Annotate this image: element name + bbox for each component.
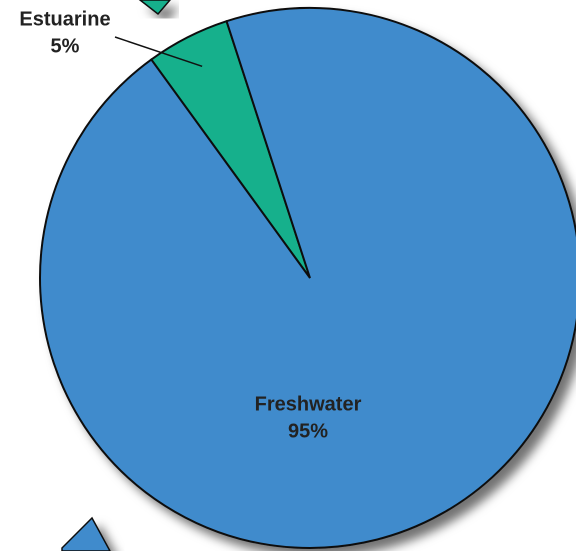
- decoration: [138, 0, 171, 16]
- pie: [39, 7, 576, 549]
- leader-line: [114, 36, 203, 68]
- labels: Estuarine 5% Freshwater 95%: [19, 8, 361, 442]
- slice-label: Estuarine: [19, 8, 110, 30]
- decoration: [61, 516, 111, 551]
- value-label: 5%: [51, 35, 80, 57]
- slice-label: Freshwater: [255, 393, 362, 415]
- value-label: 95%: [288, 420, 328, 442]
- pie-slice: [39, 7, 576, 549]
